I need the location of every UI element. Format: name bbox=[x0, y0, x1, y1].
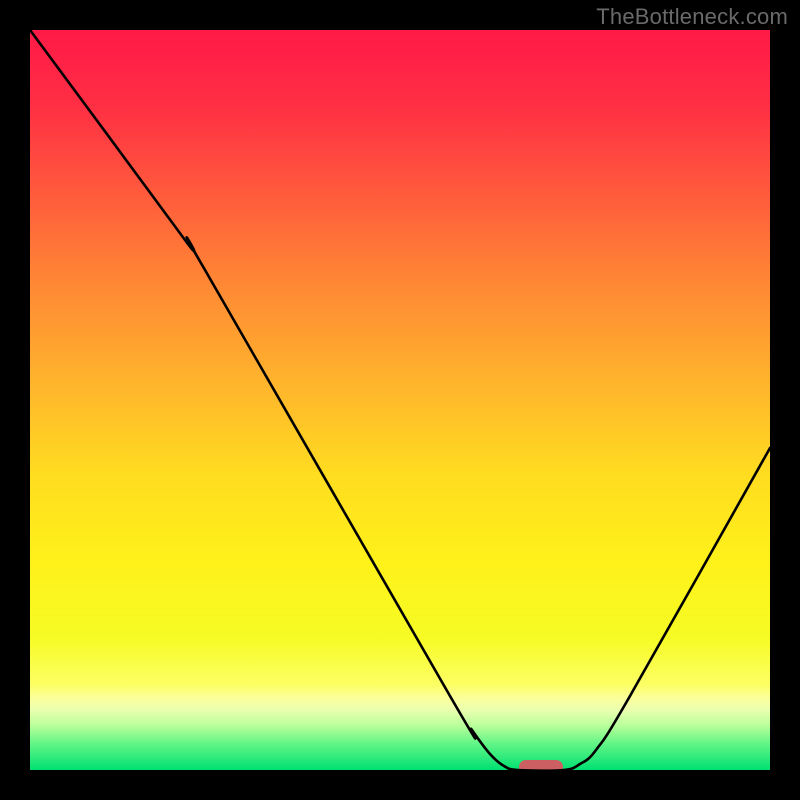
chart-canvas bbox=[0, 0, 800, 800]
chart-root: TheBottleneck.com bbox=[0, 0, 800, 800]
gradient-background bbox=[30, 30, 770, 770]
watermark-text: TheBottleneck.com bbox=[596, 4, 788, 30]
chart-svg bbox=[0, 0, 800, 800]
